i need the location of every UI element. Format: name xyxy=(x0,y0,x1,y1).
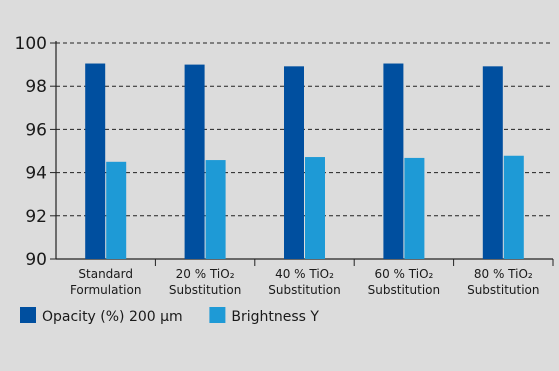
legend: Opacity (%) 200 µm Brightness Y xyxy=(20,307,319,325)
y-axis-ticks: 90 92 94 96 98 100 xyxy=(15,34,56,270)
bar-brightness xyxy=(106,161,127,259)
bar-brightness xyxy=(205,160,226,259)
legend-label: Brightness Y xyxy=(231,309,319,325)
y-tick-label: 92 xyxy=(25,207,47,227)
bars xyxy=(85,63,524,259)
legend-label: Opacity (%) 200 µm xyxy=(42,309,183,325)
x-axis-categories: Standard Formulation 20 % TiO₂ Substitution… xyxy=(70,267,540,297)
axes xyxy=(55,41,554,266)
y-tick-label: 100 xyxy=(15,34,47,54)
bar-opacity xyxy=(85,63,106,259)
gridlines xyxy=(56,42,553,217)
y-tick-label: 96 xyxy=(25,120,47,140)
legend-swatch xyxy=(20,307,36,323)
x-category-label: 20 % TiO₂ Substitution xyxy=(169,267,241,297)
y-tick-label: 98 xyxy=(25,77,47,97)
x-category-label: 60 % TiO₂ Substitution xyxy=(368,267,440,297)
bar-brightness xyxy=(404,157,425,259)
bar-opacity xyxy=(482,66,503,259)
x-category-label: 40 % TiO₂ Substitution xyxy=(268,267,340,297)
y-tick-label: 94 xyxy=(25,164,47,184)
bar-opacity xyxy=(284,66,304,259)
bar-opacity xyxy=(383,63,404,259)
x-category-label: 80 % TiO₂ Substitution xyxy=(467,267,539,297)
x-category-label: Standard Formulation xyxy=(70,267,142,297)
y-tick-label: 90 xyxy=(25,250,47,270)
legend-swatch xyxy=(209,307,226,323)
bar-brightness xyxy=(305,157,325,259)
bar-brightness xyxy=(503,155,524,259)
bar-opacity xyxy=(184,64,205,259)
